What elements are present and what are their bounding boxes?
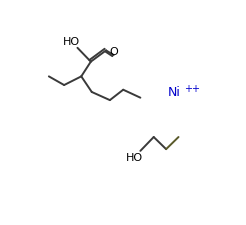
Text: HO: HO: [63, 37, 80, 47]
Text: HO: HO: [126, 153, 143, 163]
Text: Ni: Ni: [168, 86, 181, 99]
Text: ++: ++: [184, 83, 200, 94]
Text: O: O: [109, 47, 118, 57]
